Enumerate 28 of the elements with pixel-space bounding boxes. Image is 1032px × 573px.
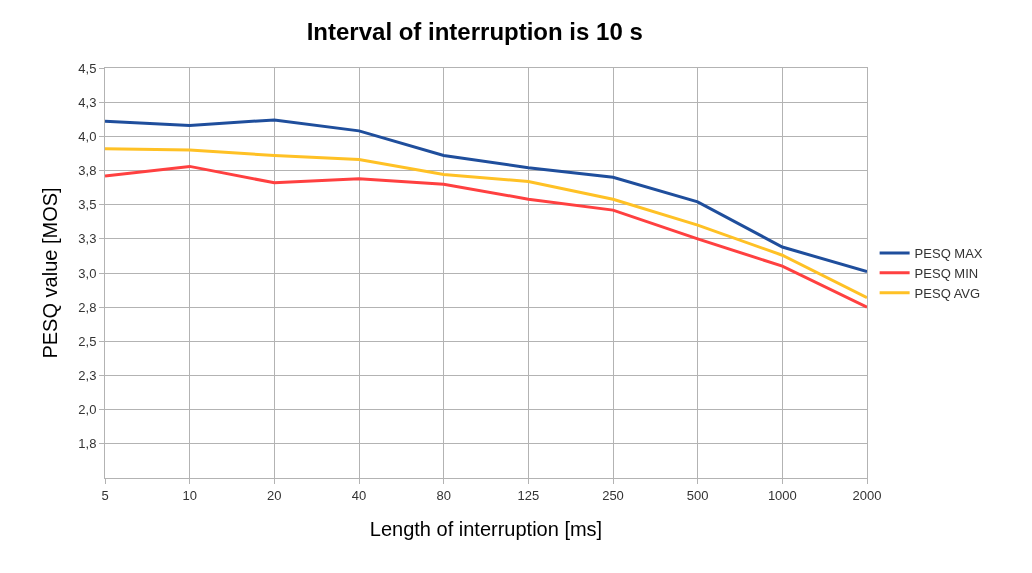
x-tick-label: 5 bbox=[101, 487, 109, 503]
y-tick-label: 3,8 bbox=[78, 163, 97, 179]
legend-label: PESQ MIN bbox=[914, 265, 979, 281]
y-tick-label: 4,0 bbox=[78, 128, 97, 144]
x-tick-label: 500 bbox=[686, 487, 709, 503]
y-tick-label: 4,3 bbox=[78, 94, 97, 110]
x-tick-label: 125 bbox=[517, 487, 540, 503]
x-tick-label: 2000 bbox=[852, 487, 882, 503]
x-tick-label: 40 bbox=[351, 487, 367, 503]
y-tick-label: 2,8 bbox=[78, 299, 97, 315]
y-tick-label: 2,5 bbox=[78, 333, 97, 349]
legend-label: PESQ AVG bbox=[914, 285, 981, 301]
legend-label: PESQ MAX bbox=[914, 246, 983, 262]
x-tick-label: 1000 bbox=[767, 487, 797, 503]
y-tick-label: 2,0 bbox=[78, 402, 97, 418]
y-tick-label: 1,8 bbox=[78, 436, 97, 452]
x-tick-label: 80 bbox=[436, 487, 451, 503]
y-tick-label: 3,5 bbox=[78, 197, 97, 213]
x-tick-label: 10 bbox=[182, 487, 197, 503]
x-axis-title: Length of interruption [ms] bbox=[369, 518, 603, 541]
y-tick-label: 4,5 bbox=[78, 60, 97, 76]
y-tick-label: 2,3 bbox=[78, 368, 97, 384]
y-axis-title: PESQ value [MOS] bbox=[38, 187, 61, 359]
chart-title: Interval of interruption is 10 s bbox=[306, 17, 643, 45]
x-tick-label: 20 bbox=[267, 487, 282, 503]
y-tick-label: 3,0 bbox=[78, 265, 97, 281]
x-tick-label: 250 bbox=[602, 487, 624, 503]
y-tick-label: 3,3 bbox=[78, 231, 97, 247]
